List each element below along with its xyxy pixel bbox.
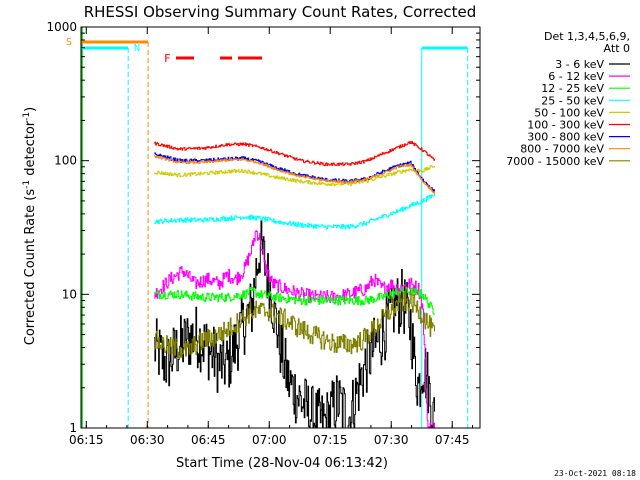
y-tick-label: 1 <box>69 421 77 435</box>
timestamp: 23-Oct-2021 08:18 <box>554 469 636 478</box>
series-line-6 <box>154 152 435 194</box>
legend-header-2: Att 0 <box>604 42 630 55</box>
series-line-2 <box>154 286 435 315</box>
x-tick-label: 06:15 <box>69 433 104 447</box>
series-line-5 <box>154 141 435 167</box>
series-line-1 <box>154 230 435 429</box>
plot-frame <box>80 26 481 429</box>
f-label: F <box>164 52 171 65</box>
y-tick-label: 1000 <box>46 20 77 34</box>
series-line-3 <box>154 193 435 230</box>
x-tick-label: 07:30 <box>374 433 409 447</box>
x-tick-label: 06:30 <box>130 433 165 447</box>
legend-label: 3 - 6 keV <box>555 58 604 71</box>
x-tick-label: 07:45 <box>435 433 470 447</box>
s-label: S <box>66 37 72 48</box>
x-tick-label: 07:15 <box>313 433 348 447</box>
legend-label: 12 - 25 keV <box>541 82 604 95</box>
legend-label: 7000 - 15000 keV <box>506 155 604 168</box>
chart-title: RHESSI Observing Summary Count Rates, Co… <box>84 3 477 21</box>
legend-header-1: Det 1,3,4,5,6,9, <box>544 30 630 43</box>
legend-label: 300 - 800 keV <box>527 131 604 144</box>
n-label: N <box>134 43 140 54</box>
legend-label: 800 - 7000 keV <box>520 143 604 156</box>
legend-label: 50 - 100 keV <box>534 106 604 119</box>
legend-label: 100 - 300 keV <box>527 119 604 132</box>
x-tick-label: 06:45 <box>191 433 226 447</box>
y-tick-label: 100 <box>54 154 77 168</box>
legend-label: 25 - 50 keV <box>541 94 604 107</box>
y-axis-label: Corrected Count Rate (s-1 detector-1) <box>22 107 38 345</box>
series-line-7 <box>154 154 435 194</box>
series-line-0 <box>154 219 435 429</box>
series-line-8 <box>154 289 435 359</box>
legend-label: 6 - 12 keV <box>548 70 604 83</box>
series-line-4 <box>154 165 435 187</box>
y-tick-label: 10 <box>62 287 77 301</box>
x-axis-label: Start Time (28-Nov-04 06:13:42) <box>176 456 388 471</box>
x-tick-label: 07:00 <box>252 433 287 447</box>
